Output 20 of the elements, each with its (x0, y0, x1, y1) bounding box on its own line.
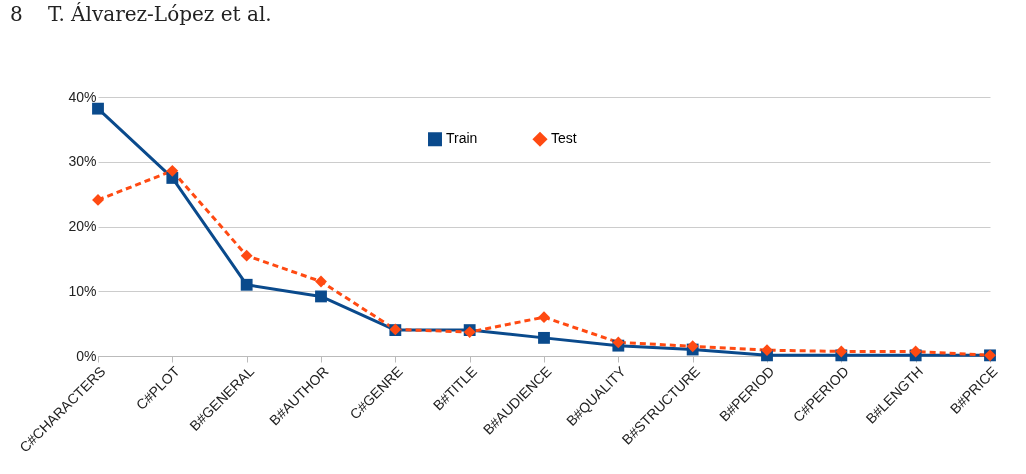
point (909, 345, 922, 358)
y-tick-label: 10% (68, 282, 97, 299)
text: T. Álvarez-López et al. (48, 2, 272, 26)
point (166, 164, 179, 177)
y-tick-label: 0% (76, 347, 97, 364)
point (538, 311, 550, 324)
point (538, 331, 550, 344)
y-tick-label: 30% (68, 153, 97, 170)
point (835, 345, 848, 358)
point (761, 344, 773, 357)
point (92, 102, 104, 115)
point (315, 275, 327, 288)
text: 8 (10, 2, 23, 26)
point (240, 278, 253, 291)
legend-label: Test (551, 130, 577, 147)
y-tick-label: 40% (68, 88, 97, 105)
legend-label: Train (446, 130, 478, 147)
point (315, 290, 327, 303)
y-tick-label: 20% (68, 218, 97, 234)
point (240, 249, 253, 262)
